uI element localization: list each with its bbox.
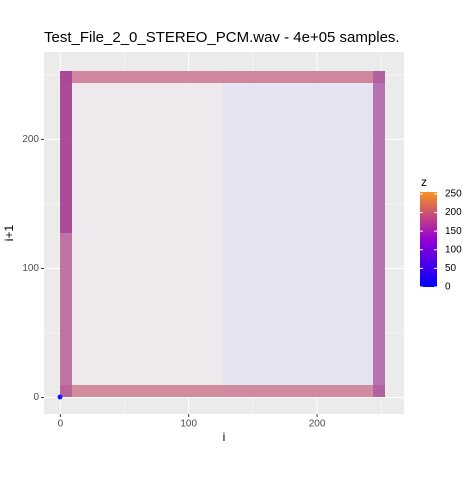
x-tick-label: 200 [309,419,326,430]
y-tick-label: 200 [22,134,39,145]
colorbar-label: 150 [445,226,462,237]
interior-right [223,71,385,397]
axes: 0 100 200 0 100 200 [22,134,326,430]
left-band-upper [60,71,72,233]
legend-title: z [421,175,427,189]
corner-point [57,394,63,400]
y-tick-label: 100 [22,263,39,274]
colorbar-label: 0 [445,282,451,293]
right-band [373,71,385,397]
x-axis-label: i [223,430,226,444]
colorbar-label: 250 [445,189,462,200]
interior-left [60,71,223,397]
x-tick-label: 100 [180,419,197,430]
legend: 0 50 100 150 200 250 [420,189,462,293]
x-tick-label: 0 [58,419,64,430]
y-axis-label: i+1 [2,225,16,242]
colorbar-label: 50 [445,263,457,274]
colorbar [420,192,437,287]
density-texture [57,71,385,400]
y-tick-label: 0 [33,392,39,403]
colorbar-label: 100 [445,244,462,255]
colorbar-label: 200 [445,207,462,218]
top-band [60,71,385,83]
bottom-band [60,385,385,397]
chart-title: Test_File_2_0_STEREO_PCM.wav - 4e+05 sam… [44,29,400,46]
